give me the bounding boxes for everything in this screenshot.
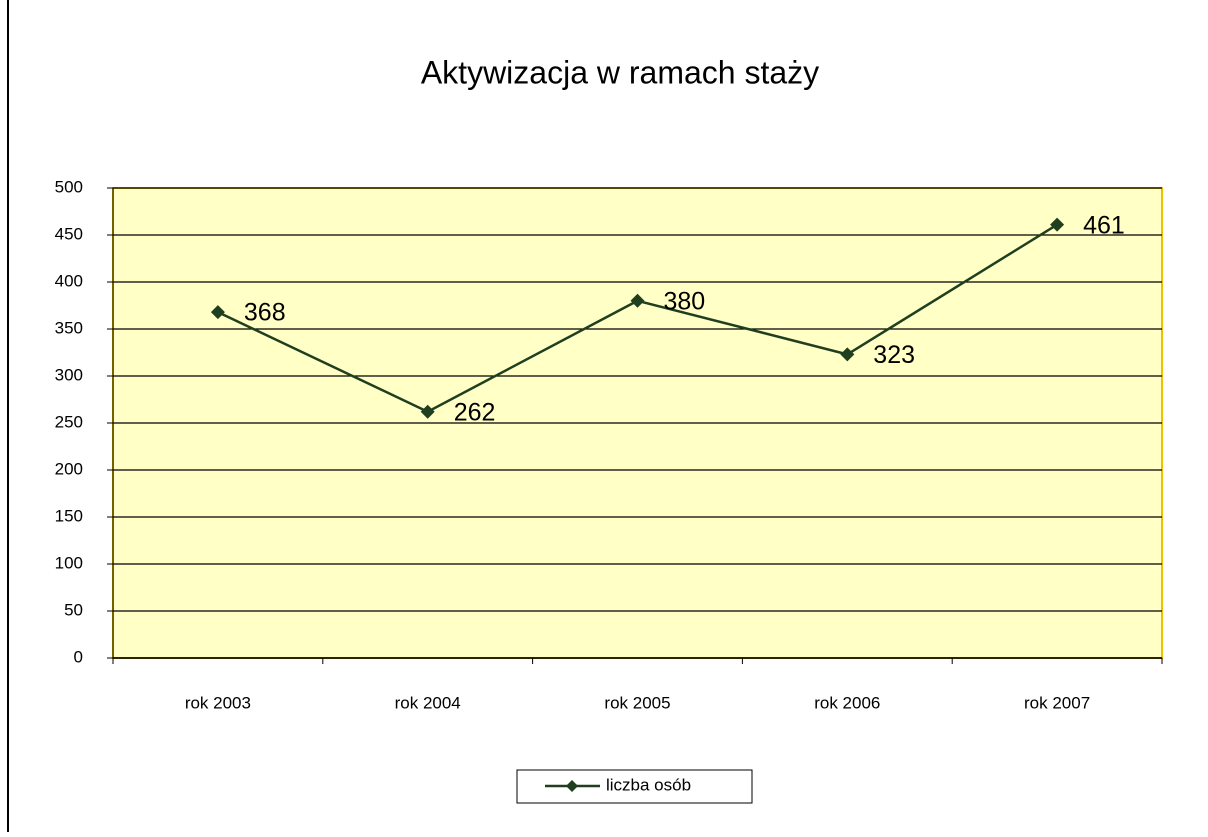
data-label: 262 (454, 398, 496, 426)
y-tick-label: 400 (55, 271, 83, 290)
y-tick-label: 50 (64, 600, 83, 619)
point (420, 404, 435, 419)
y-tick-label: 100 (55, 553, 83, 572)
y-tick-label: 450 (55, 224, 83, 243)
legend-marker (566, 780, 578, 792)
x-tick-label: rok 2003 (185, 693, 251, 712)
legend-label: liczba osób (606, 775, 691, 794)
y-tick-label: 0 (74, 647, 83, 666)
y-tick-label: 500 (55, 177, 83, 196)
data-label: 380 (664, 287, 706, 315)
x-tick-label: rok 2005 (604, 693, 670, 712)
x-tick-label: rok 2006 (814, 693, 880, 712)
y-tick-label: 150 (55, 506, 83, 525)
data-label: 323 (873, 341, 915, 369)
y-tick-label: 300 (55, 365, 83, 384)
x-tick-label: rok 2004 (395, 693, 461, 712)
point (840, 347, 855, 362)
chart-title: Aktywizacja w ramach staży (421, 54, 819, 90)
data-label: 461 (1083, 211, 1125, 239)
y-tick-label: 200 (55, 459, 83, 478)
y-tick-label: 350 (55, 318, 83, 337)
point (1050, 217, 1065, 232)
point (630, 293, 645, 308)
y-tick-label: 250 (55, 412, 83, 431)
data-label: 368 (244, 299, 286, 327)
point (210, 305, 225, 320)
x-tick-label: rok 2007 (1024, 693, 1090, 712)
